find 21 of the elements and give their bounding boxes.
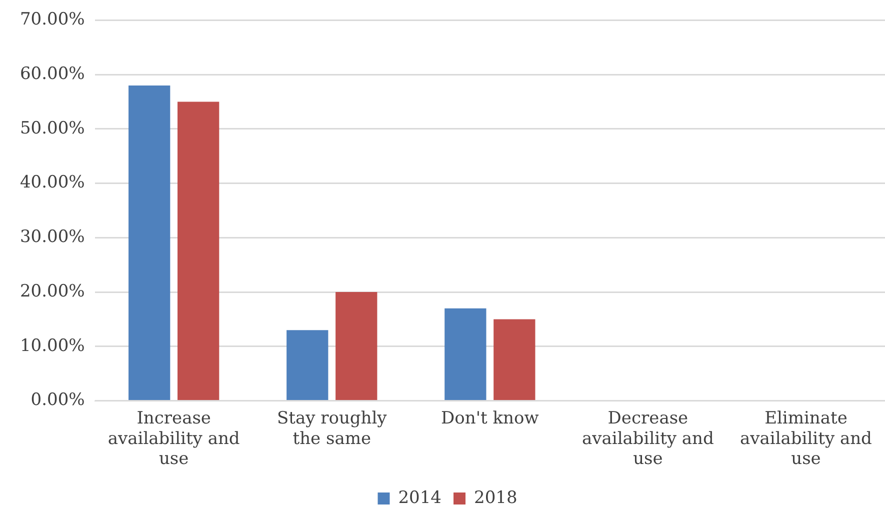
bar (178, 102, 220, 400)
x-tick-label: Increase availability and use (108, 408, 240, 470)
legend-label: 2018 (474, 488, 518, 508)
y-tick-label: 30.00% (20, 227, 85, 248)
x-tick-label: Eliminate availability and use (740, 408, 872, 470)
y-tick-label: 20.00% (20, 281, 85, 302)
y-tick-label: 60.00% (20, 64, 85, 84)
bar (336, 292, 378, 400)
y-tick-label: 50.00% (20, 118, 85, 138)
legend-label: 2014 (398, 488, 442, 508)
x-tick-label: Don't know (441, 408, 540, 428)
y-tick-label: 10.00% (20, 336, 85, 356)
y-tick-label: 40.00% (20, 172, 85, 193)
bar (444, 308, 486, 400)
bar (128, 85, 170, 400)
x-tick-label: Decrease availability and use (582, 408, 714, 470)
bar (286, 330, 328, 400)
y-tick-label: 70.00% (20, 10, 85, 30)
bar (494, 319, 536, 400)
x-tick-label: Stay roughly the same (276, 408, 388, 449)
y-tick-label: 0.00% (30, 390, 85, 410)
